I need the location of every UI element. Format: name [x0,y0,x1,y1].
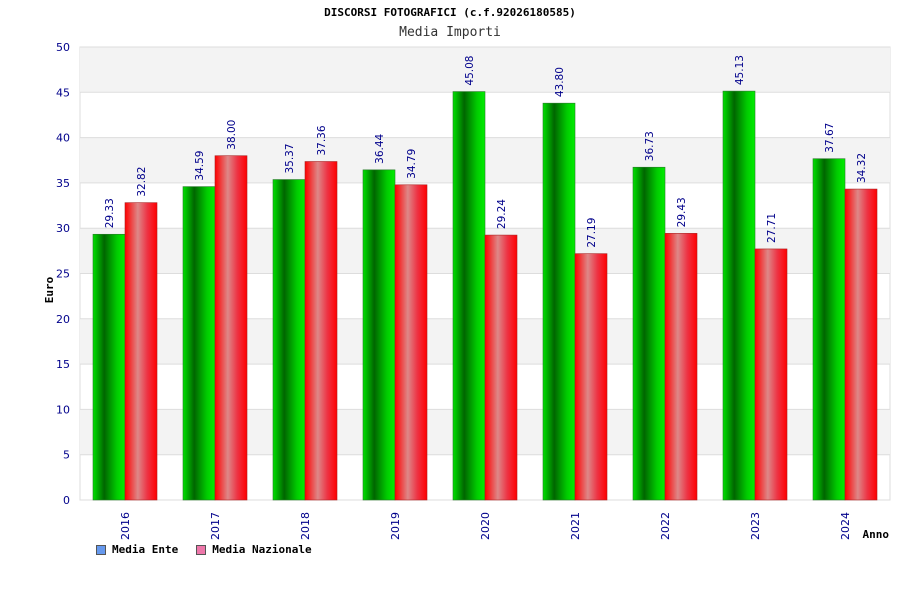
bar-media-nazionale [124,202,158,501]
value-label: 34.79 [406,149,418,179]
value-label: 32.82 [136,167,148,197]
bar-media-ente [362,169,396,501]
value-label: 27.19 [586,218,598,248]
legend-item-nazionale: Media Nazionale [196,543,312,556]
y-tick-label: 20 [56,313,70,326]
legend-label-ente: Media Ente [112,543,179,556]
value-label: 36.73 [644,131,656,161]
bar-media-ente [272,179,306,501]
x-axis-ticks: 2016 2017 2018 2019 2020 2021 2022 2023 2024 [119,512,852,540]
x-tick-label: 2020 [479,512,492,540]
bar-media-ente [542,102,576,501]
bar-media-nazionale [664,233,698,501]
value-label: 34.32 [856,153,868,183]
legend-swatch-nazionale [196,544,207,555]
x-tick-label: 2018 [299,512,312,540]
y-tick-label: 25 [56,268,70,281]
y-tick-label: 15 [56,358,70,371]
bar-media-ente [92,233,126,501]
x-tick-label: 2021 [569,512,582,540]
x-tick-label: 2016 [119,512,132,540]
y-axis-ticks: 0 5 10 15 20 25 30 35 40 45 50 [56,41,70,507]
bar-media-nazionale [394,184,428,501]
y-tick-label: 30 [56,222,70,235]
legend-label-nazionale: Media Nazionale [212,543,312,556]
value-label: 35.37 [284,143,296,173]
y-axis-title: Euro [43,276,56,303]
value-label: 29.24 [496,199,508,229]
y-tick-label: 10 [56,403,70,416]
bar-media-nazionale [844,188,878,501]
bar-media-nazionale [484,234,518,501]
chart-title: DISCORSI FOTOGRAFICI (c.f.92026180585) [324,6,576,19]
bar-media-nazionale [304,161,338,501]
chart-subtitle: Media Importi [399,25,501,40]
y-tick-label: 0 [63,494,70,507]
bar-media-ente [632,166,666,501]
value-label: 34.59 [194,151,206,181]
value-label: 29.43 [676,197,688,227]
y-tick-label: 5 [63,449,70,462]
value-labels: 29.33 32.82 34.59 38.00 35.37 37.36 36.44 34.79… [104,55,868,248]
y-tick-label: 40 [56,132,70,145]
value-label: 27.71 [766,213,778,243]
legend-item-ente: Media Ente [96,543,178,556]
value-label: 29.33 [104,198,116,228]
bar-media-nazionale [754,248,788,501]
x-tick-label: 2022 [659,512,672,540]
bar-media-ente [812,158,846,501]
value-label: 37.36 [316,125,328,155]
x-tick-label: 2019 [389,512,402,540]
value-label: 37.67 [824,123,836,153]
bars [92,90,878,501]
value-label: 43.80 [554,67,566,97]
x-tick-label: 2023 [749,512,762,540]
bar-media-ente [722,90,756,501]
bar-media-ente [182,186,216,501]
value-label: 36.44 [374,133,386,163]
bar-media-ente [452,91,486,501]
y-tick-label: 50 [56,41,70,54]
legend-swatch-ente [96,544,106,555]
x-axis-title: Anno [863,528,890,541]
legend: Media Ente Media Nazionale [96,543,312,556]
value-label: 45.08 [464,56,476,86]
x-tick-label: 2024 [839,512,852,540]
y-tick-label: 45 [56,86,70,99]
bar-media-nazionale [214,155,248,501]
value-label: 45.13 [734,55,746,85]
bar-media-nazionale [574,253,608,501]
x-tick-label: 2017 [209,512,222,540]
value-label: 38.00 [226,120,238,150]
y-tick-label: 35 [56,177,70,190]
